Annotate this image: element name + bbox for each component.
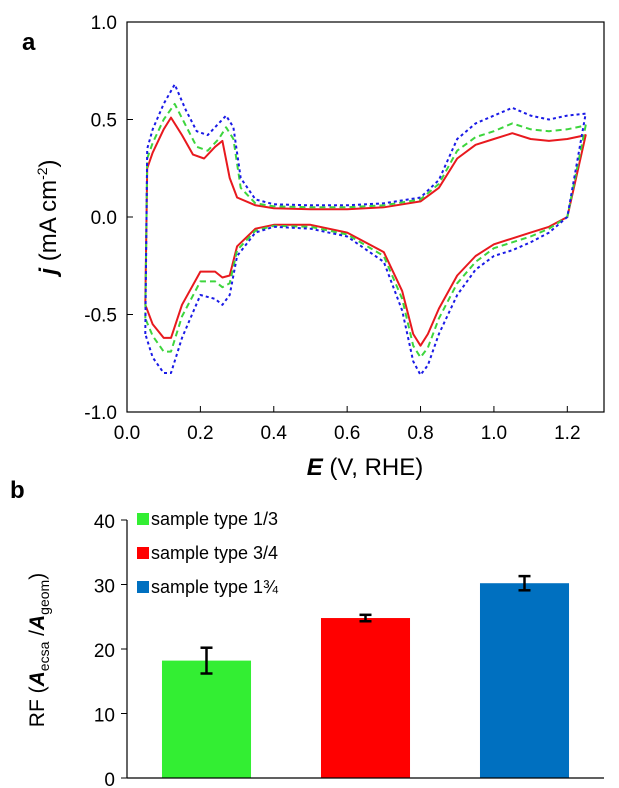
bar-1 — [161, 660, 252, 778]
bar-y-tick-label: 0 — [104, 770, 115, 788]
legend-label-2: sample type 3/4 — [151, 543, 278, 563]
cv-x-tick-label: 0.2 — [187, 423, 213, 444]
legend-swatch-3 — [137, 581, 149, 593]
bar-y-tick-label: 10 — [94, 706, 115, 727]
cv-x-tick-label: 0.6 — [334, 423, 360, 444]
cv-plot-panel: a 0.0 0.2 0.4 0.6 0.8 1.0 1.2 1.0 0.5 0.0 -0.5 -1.0… — [22, 13, 605, 481]
rf-y-axis-title: RF (Aecsa /Ageom) — [26, 573, 52, 727]
cv-series-3-curve — [144, 83, 587, 376]
bar-group — [161, 574, 570, 778]
legend-label-1: sample type 1/3 — [151, 509, 278, 529]
cv-series-1-curve — [144, 116, 587, 347]
legend-swatch-1 — [137, 513, 149, 525]
cv-y-tick-label: -1.0 — [84, 403, 117, 424]
cv-y-tick-label: 0.5 — [91, 111, 117, 132]
cv-x-axis-title: E (V, RHE) — [307, 454, 423, 481]
panel-label-b: b — [10, 477, 25, 504]
bar-y-tick-label: 20 — [94, 641, 115, 662]
bar-y-tick-label: 30 — [94, 577, 115, 598]
panel-label-a: a — [22, 29, 36, 56]
cv-plot-frame — [126, 21, 605, 413]
cv-y-tick-label: 0.0 — [91, 208, 117, 229]
bar-legend: sample type 1/3 sample type 3/4 sample typ… — [137, 509, 279, 597]
bar-3 — [479, 583, 570, 778]
rf-bar-panel: b 40 30 20 10 0 sample type 1/3 sample type 3… — [10, 477, 604, 788]
cv-x-tick-label: 1.0 — [481, 423, 507, 444]
legend-swatch-2 — [137, 547, 149, 559]
cv-series-group — [144, 83, 587, 376]
cv-y-tick-label: 1.0 — [91, 13, 117, 34]
cv-x-tick-label: 0.0 — [114, 423, 140, 444]
cv-y-axis-title: j (mA cm-2) — [34, 159, 62, 277]
bar-y-tick-label: 40 — [94, 512, 115, 533]
cv-y-tick-label: -0.5 — [84, 306, 117, 327]
cv-series-2-curve — [144, 102, 587, 359]
cv-x-tick-label: 0.8 — [407, 423, 433, 444]
legend-label-3: sample type 1¾ — [151, 577, 279, 597]
bar-2 — [320, 618, 411, 778]
cv-x-tick-label: 0.4 — [261, 423, 288, 444]
cv-x-tick-label: 1.2 — [554, 423, 580, 444]
